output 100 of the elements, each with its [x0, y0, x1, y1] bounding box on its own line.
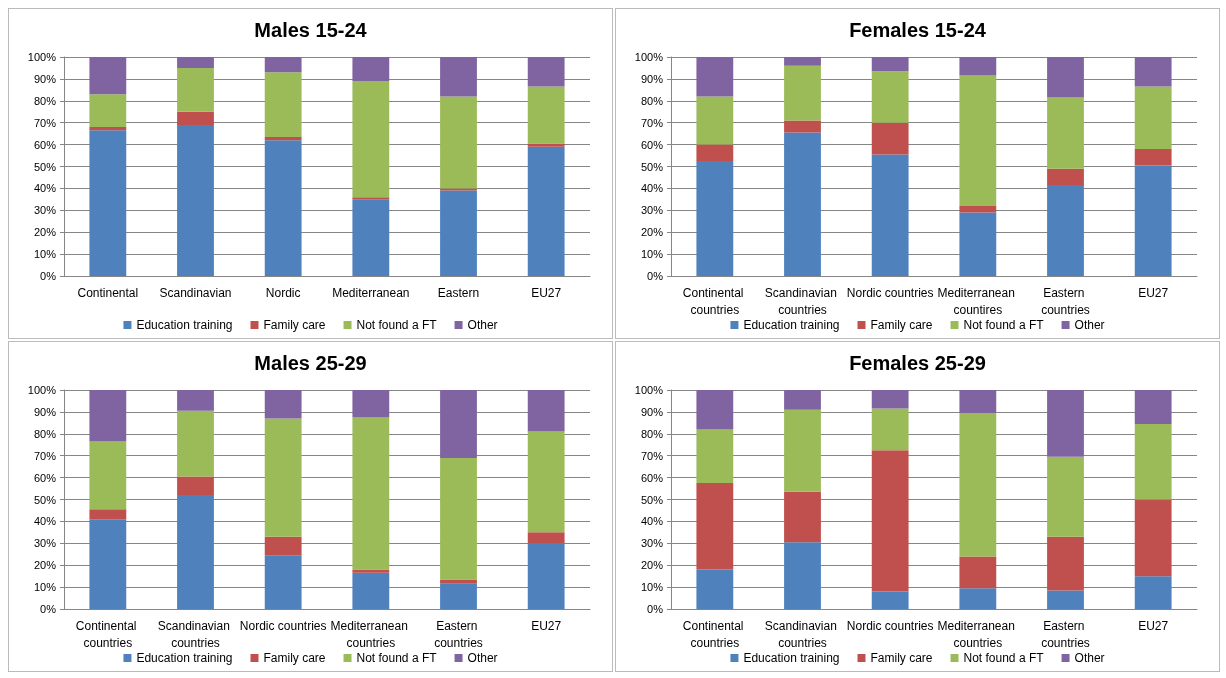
y-tick-label: 50%	[33, 160, 57, 173]
bar	[784, 65, 821, 121]
bar	[89, 130, 127, 276]
bar	[352, 390, 390, 418]
bar	[959, 212, 997, 276]
bar	[1047, 390, 1084, 457]
y-tick-label: 50%	[33, 493, 57, 506]
y-tick-label: 100%	[634, 51, 664, 63]
bar	[440, 57, 477, 97]
bar	[440, 583, 477, 609]
bar	[871, 450, 909, 592]
bar	[1047, 456, 1084, 537]
y-tick-label: 0%	[647, 603, 664, 615]
x-tick-label: Mediterranean countires	[937, 285, 1019, 317]
x-tick-label: EU27	[531, 618, 562, 633]
y-tick-label: 0%	[647, 270, 664, 282]
bar	[352, 569, 390, 573]
legend-label: Family care	[263, 318, 326, 332]
bar	[1047, 590, 1084, 609]
bar	[177, 495, 214, 609]
x-tick-label: Eastern countries	[434, 618, 483, 650]
bar	[527, 86, 565, 144]
bar	[264, 418, 302, 537]
bar	[1047, 57, 1084, 98]
legend-label: Not found a FT	[963, 318, 1045, 332]
y-tick-label: 30%	[640, 537, 664, 550]
bar	[959, 413, 997, 557]
x-tick-label: Nordic countries	[846, 285, 934, 300]
bar	[1134, 57, 1172, 87]
bar	[264, 140, 302, 276]
x-tick-label: Eastern countries	[1041, 618, 1090, 650]
y-tick-label: 0%	[40, 270, 57, 282]
legend-label: Not found a FT	[963, 651, 1045, 665]
bar	[1134, 499, 1172, 577]
bar	[440, 390, 477, 458]
bar	[1134, 148, 1172, 166]
bar	[177, 476, 214, 496]
bar	[696, 57, 734, 97]
bar	[784, 542, 821, 609]
bar	[89, 57, 127, 95]
y-tick-label: 10%	[640, 248, 664, 261]
y-tick-label: 90%	[640, 72, 664, 85]
bar	[527, 543, 565, 609]
y-tick-label: 30%	[33, 537, 57, 550]
bar	[784, 120, 821, 133]
bar	[1134, 576, 1172, 609]
bar	[440, 457, 477, 580]
bar	[440, 190, 477, 276]
y-tick-label: 90%	[640, 405, 664, 418]
y-tick-label: 80%	[33, 427, 57, 440]
y-tick-label: 40%	[640, 515, 664, 528]
y-tick-label: 70%	[640, 116, 664, 129]
bar	[959, 205, 997, 213]
x-tick-label: Continental countries	[682, 618, 747, 650]
y-tick-label: 60%	[33, 471, 57, 484]
bar	[1134, 390, 1172, 424]
y-tick-label: 100%	[27, 384, 57, 396]
y-tick-label: 20%	[33, 226, 57, 239]
bar	[959, 57, 997, 76]
bar	[784, 409, 821, 492]
chart-title: Males 25-29	[254, 352, 367, 374]
x-tick-label: Eastern	[437, 285, 480, 300]
x-tick-label: EU27	[1138, 285, 1169, 300]
bar	[177, 111, 214, 125]
x-tick-label: Scandinavian countries	[764, 285, 841, 317]
bar	[784, 57, 821, 66]
x-tick-label: Continental countries	[75, 618, 140, 650]
bar	[696, 483, 734, 570]
bar	[352, 417, 390, 570]
bar	[264, 555, 302, 609]
bar	[89, 509, 127, 520]
y-tick-label: 90%	[33, 405, 57, 418]
chart-title: Females 15-24	[849, 19, 987, 41]
legend-label: Not found a FT	[356, 651, 438, 665]
x-tick-label: Eastern countries	[1041, 285, 1090, 317]
bar	[959, 390, 997, 413]
bar	[1134, 165, 1172, 276]
y-tick-label: 80%	[640, 427, 664, 440]
bar	[696, 144, 734, 162]
bar	[1134, 86, 1172, 149]
bar	[871, 154, 909, 276]
y-tick-label: 90%	[33, 72, 57, 85]
bar	[959, 556, 997, 589]
bar	[1047, 185, 1084, 276]
bar	[784, 491, 821, 543]
legend-label: Education training	[136, 651, 233, 665]
y-tick-label: 20%	[640, 559, 664, 572]
x-tick-label: Nordic countries	[239, 618, 327, 633]
bar	[177, 67, 214, 112]
bar	[89, 441, 127, 510]
bar	[696, 161, 734, 276]
bar	[264, 57, 302, 73]
y-tick-label: 60%	[640, 138, 664, 151]
legend-label: Other	[1074, 318, 1105, 332]
y-tick-label: 0%	[40, 603, 57, 615]
y-tick-label: 40%	[640, 182, 664, 195]
legend-label: Other	[467, 318, 498, 332]
bar	[527, 146, 565, 276]
y-tick-label: 70%	[640, 449, 664, 462]
x-tick-label: Nordic	[265, 285, 301, 300]
